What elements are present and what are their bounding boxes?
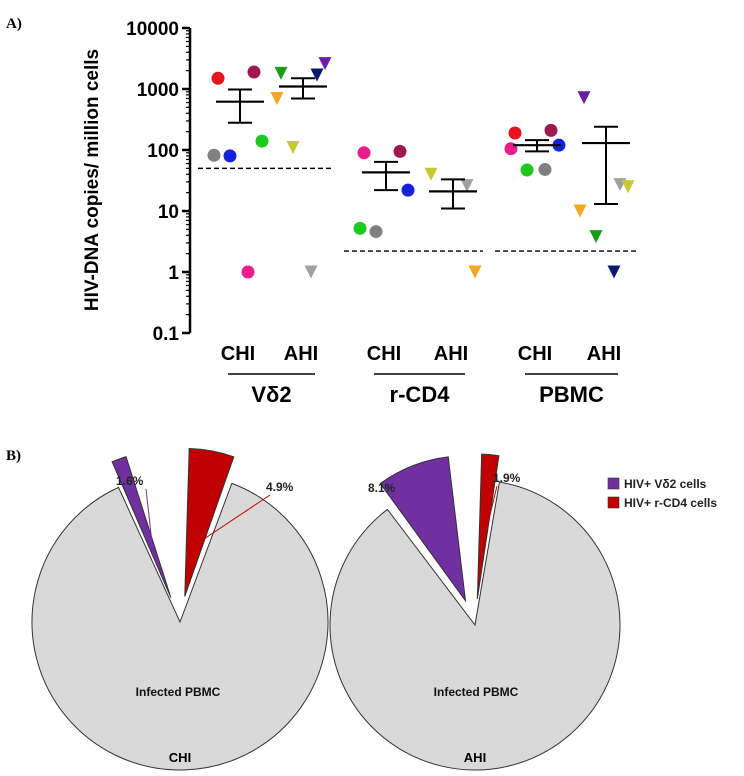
panel-b-label: B) <box>6 448 21 464</box>
legend-label: HIV+ Vδ2 cells <box>624 477 707 491</box>
data-point <box>460 179 474 193</box>
data-point <box>468 265 482 279</box>
pie-slice-rcd4 <box>476 453 500 600</box>
data-point <box>589 230 603 244</box>
data-point <box>577 91 591 105</box>
y-tick-label: 10000 <box>126 19 179 40</box>
data-point <box>538 162 552 176</box>
y-tick-label: 100 <box>147 141 179 162</box>
pie-label-infected-pbmc: Infected PBMC <box>136 685 221 699</box>
data-point <box>573 204 587 218</box>
y-tick-label: 10 <box>158 202 179 223</box>
pie-label-rcd4: 4.9% <box>266 480 294 494</box>
leader-line-rcd4 <box>481 485 498 549</box>
x-category-label: AHI <box>284 343 318 365</box>
pie-slice-vd2 <box>111 455 172 598</box>
group-label: Vδ2 <box>251 382 291 407</box>
data-point <box>353 221 367 235</box>
data-point <box>310 68 324 82</box>
data-point <box>223 149 237 163</box>
x-category-label: CHI <box>221 343 255 365</box>
data-points <box>207 57 635 279</box>
mean-sem-bars <box>216 77 630 210</box>
pie-title: AHI <box>464 750 486 765</box>
pie-slice-rcd4 <box>184 447 235 597</box>
x-category-label: AHI <box>587 343 621 365</box>
pie-label-vd2: 1.6% <box>116 474 144 488</box>
y-axis: 0.1 1 10 100 1000 10000 <box>126 19 192 345</box>
data-point <box>357 146 371 160</box>
data-point <box>508 126 522 140</box>
pie-slice-infected-pbmc <box>329 481 621 771</box>
panel-a-label: A) <box>6 16 22 32</box>
data-point <box>274 66 288 80</box>
group-label: r-CD4 <box>390 382 451 407</box>
y-axis-title: HIV-DNA copies/ million cells <box>82 49 103 311</box>
data-point <box>207 148 221 162</box>
data-point <box>401 183 415 197</box>
group-label: PBMC <box>539 382 604 407</box>
legend-label: HIV+ r-CD4 cells <box>624 496 717 510</box>
pie-slice-infected-pbmc <box>31 482 329 771</box>
pie-label-infected-pbmc: Infected PBMC <box>434 685 519 699</box>
leader-line-vd2 <box>145 488 154 550</box>
data-point <box>520 163 534 177</box>
data-point <box>607 265 621 279</box>
data-point <box>286 140 300 154</box>
pie-slice-vd2 <box>379 456 467 603</box>
leader-line-vd2 <box>397 495 448 554</box>
data-point <box>318 57 332 71</box>
data-point <box>369 225 383 239</box>
legend-swatch <box>607 496 620 509</box>
data-point <box>304 265 318 279</box>
data-point <box>255 134 269 148</box>
legend-swatch <box>607 477 620 490</box>
data-point <box>247 65 261 79</box>
y-tick-label: 1 <box>168 263 179 284</box>
x-axis-labels: CHI AHI CHI AHI CHI AHI Vδ2 r-CD4 PBMC <box>221 343 621 407</box>
x-category-label: CHI <box>367 343 401 365</box>
pie-charts: 1.6% 4.9% Infected PBMC CHI 8.1% 1.9% Infected… <box>31 447 621 771</box>
data-point <box>211 71 225 85</box>
scatter-plot: 0.1 1 10 100 1000 10000 CHI AHI CHI AHI CHI AHI Vδ2… <box>126 19 636 407</box>
data-point <box>621 180 635 194</box>
leader-line-rcd4 <box>193 494 271 546</box>
x-category-label: CHI <box>518 343 552 365</box>
data-point <box>424 167 438 181</box>
pie-legend: HIV+ Vδ2 cells HIV+ r-CD4 cells <box>607 477 717 510</box>
pie-label-rcd4: 1.9% <box>493 471 521 485</box>
y-tick-label: 1000 <box>137 80 179 101</box>
cutoff-lines <box>198 167 636 252</box>
y-tick-label: 0.1 <box>153 324 180 345</box>
x-category-label: AHI <box>434 343 468 365</box>
data-point <box>393 144 407 158</box>
data-point <box>270 91 284 105</box>
data-point <box>241 265 255 279</box>
pie-title: CHI <box>169 750 191 765</box>
data-point <box>544 123 558 137</box>
pie-label-vd2: 8.1% <box>368 481 396 495</box>
